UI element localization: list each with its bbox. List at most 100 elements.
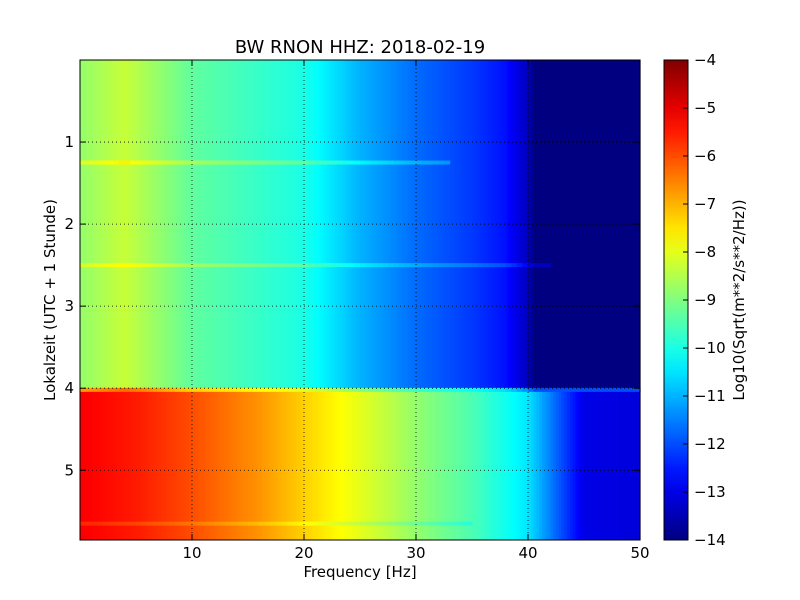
band-cell bbox=[360, 263, 367, 268]
heatmap-cell bbox=[82, 60, 87, 390]
heatmap-cell bbox=[446, 389, 451, 540]
band-cell bbox=[416, 387, 423, 392]
band-cell bbox=[248, 387, 255, 392]
heatmap-cell bbox=[595, 60, 599, 390]
heatmap-cell bbox=[575, 389, 579, 540]
band-cell bbox=[410, 387, 417, 392]
band-cell bbox=[147, 521, 154, 526]
heatmap-cell bbox=[480, 60, 484, 390]
heatmap-cell bbox=[124, 60, 129, 390]
band-cell bbox=[539, 387, 546, 392]
heatmap-cell bbox=[488, 60, 493, 390]
heatmap-cell bbox=[494, 60, 498, 390]
band-cell bbox=[427, 263, 434, 268]
band-cell bbox=[388, 521, 395, 526]
heatmap-cell bbox=[589, 389, 593, 540]
band-cell bbox=[556, 387, 563, 392]
band-cell bbox=[550, 387, 557, 392]
band-cell bbox=[175, 387, 182, 392]
heatmap-cell bbox=[343, 389, 347, 540]
band-cell bbox=[528, 263, 535, 268]
band-cell bbox=[595, 387, 602, 392]
heatmap-cell bbox=[298, 60, 302, 390]
band-cell bbox=[332, 263, 339, 268]
heatmap-band-1 bbox=[80, 263, 551, 268]
band-cell bbox=[220, 521, 227, 526]
heatmap-cell bbox=[119, 60, 123, 390]
heatmap-cell bbox=[273, 389, 277, 540]
heatmap-cell bbox=[477, 389, 481, 540]
band-cell bbox=[292, 263, 299, 268]
band-cell bbox=[197, 387, 204, 392]
heatmap-cell bbox=[200, 389, 204, 540]
heatmap-cell bbox=[178, 389, 182, 540]
heatmap-cell bbox=[628, 60, 633, 390]
heatmap-cell bbox=[298, 389, 302, 540]
band-cell bbox=[169, 387, 176, 392]
band-cell bbox=[432, 160, 439, 165]
band-cell bbox=[449, 387, 456, 392]
band-cell bbox=[85, 521, 92, 526]
heatmap-cell bbox=[147, 389, 151, 540]
band-cell bbox=[360, 387, 367, 392]
band-cell bbox=[119, 263, 126, 268]
band-cell bbox=[427, 160, 434, 165]
band-cell bbox=[578, 387, 585, 392]
heatmap-cell bbox=[343, 60, 347, 390]
heatmap-cell bbox=[141, 60, 145, 390]
heatmap-cell bbox=[421, 389, 425, 540]
heatmap-cell bbox=[211, 60, 215, 390]
band-cell bbox=[96, 263, 103, 268]
band-cell bbox=[309, 521, 316, 526]
heatmap-cell bbox=[623, 389, 627, 540]
heatmap-cell bbox=[127, 389, 131, 540]
heatmap-cell bbox=[519, 60, 523, 390]
band-cell bbox=[360, 521, 367, 526]
heatmap-cell bbox=[385, 60, 389, 390]
band-cell bbox=[102, 160, 109, 165]
band-cell bbox=[124, 160, 131, 165]
heatmap-cell bbox=[567, 60, 571, 390]
band-cell bbox=[264, 521, 271, 526]
heatmap-cell bbox=[390, 389, 395, 540]
band-cell bbox=[416, 521, 423, 526]
heatmap-cell bbox=[144, 60, 148, 390]
heatmap-cell bbox=[612, 60, 616, 390]
heatmap-cell bbox=[326, 60, 330, 390]
band-cell bbox=[309, 263, 316, 268]
heatmap-cell bbox=[360, 60, 364, 390]
band-cell bbox=[432, 387, 439, 392]
band-cell bbox=[399, 160, 406, 165]
colorbar-ticks: −4 −5 −6 −7 −8 −9 −10 −11 −12 −13 −14 bbox=[683, 51, 726, 549]
band-cell bbox=[606, 387, 613, 392]
band-cell bbox=[376, 387, 383, 392]
band-cell bbox=[460, 263, 467, 268]
band-cell bbox=[500, 387, 507, 392]
heatmap-cell bbox=[318, 60, 322, 390]
heatmap-cell bbox=[351, 60, 355, 390]
heatmap-cell bbox=[586, 389, 591, 540]
heatmap-cell bbox=[102, 389, 106, 540]
band-cell bbox=[382, 521, 389, 526]
band-cell bbox=[460, 387, 467, 392]
band-cell bbox=[214, 160, 221, 165]
heatmap-cell bbox=[228, 389, 232, 540]
heatmap-cell bbox=[276, 60, 280, 390]
band-cell bbox=[270, 160, 277, 165]
heatmap-cell bbox=[558, 389, 563, 540]
heatmap-cell bbox=[376, 389, 381, 540]
heatmap-region-1 bbox=[80, 389, 641, 540]
band-cell bbox=[136, 263, 143, 268]
band-cell bbox=[281, 160, 288, 165]
heatmap-cell bbox=[598, 60, 602, 390]
band-cell bbox=[304, 521, 311, 526]
heatmap-cell bbox=[334, 60, 339, 390]
band-cell bbox=[505, 263, 512, 268]
heatmap-cell bbox=[430, 60, 434, 390]
band-cell bbox=[438, 387, 445, 392]
heatmap-cell bbox=[374, 389, 378, 540]
band-cell bbox=[164, 160, 171, 165]
band-cell bbox=[455, 387, 462, 392]
heatmap-cell bbox=[264, 60, 269, 390]
band-cell bbox=[147, 160, 154, 165]
